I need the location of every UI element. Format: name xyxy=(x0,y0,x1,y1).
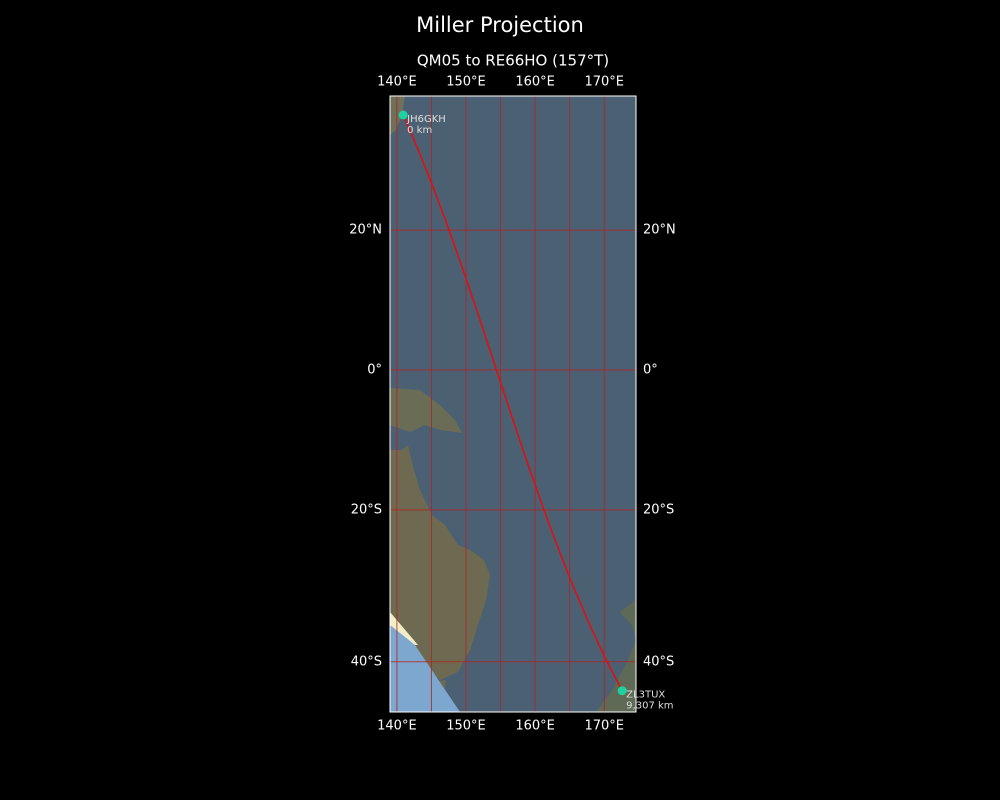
frame xyxy=(389,95,637,713)
distance-label: 9,307 km xyxy=(626,701,673,712)
x-tick-label: 140°E xyxy=(377,719,417,734)
y-tick-label: 20°N xyxy=(643,223,676,238)
y-tick-label: 20°S xyxy=(351,502,382,517)
x-tick-label: 150°E xyxy=(446,75,486,90)
y-tick-label: 0° xyxy=(643,363,658,378)
land-new-zealand xyxy=(596,600,636,712)
land-new-guinea xyxy=(390,388,462,433)
title: Miller Projection xyxy=(416,13,584,37)
station-label: ZL3TUX xyxy=(626,690,665,701)
x-tick-label: 160°E xyxy=(515,75,555,90)
x-tick-label: 170°E xyxy=(584,75,624,90)
basemap xyxy=(390,96,636,712)
land-japan xyxy=(390,96,405,135)
route xyxy=(402,114,623,692)
x-tick-label: 160°E xyxy=(515,719,555,734)
x-tick-label: 150°E xyxy=(446,719,486,734)
land-australia xyxy=(390,445,490,680)
y-tick-label: 20°N xyxy=(349,223,382,238)
x-tick-label: 140°E xyxy=(377,75,417,90)
graticule xyxy=(390,96,636,712)
y-tick-label: 40°S xyxy=(643,654,674,669)
distance-label: 0 km xyxy=(407,125,432,136)
shallow-patch xyxy=(390,625,460,712)
station-point xyxy=(398,110,408,120)
subtitle: QM05 to RE66HO (157°T) xyxy=(417,52,609,70)
x-tick-label: 170°E xyxy=(584,719,624,734)
y-tick-label: 20°S xyxy=(643,502,674,517)
station-label: JH6GKH xyxy=(406,114,446,125)
overlay: 140°E 140°E 150°E 150°E 160°E 160°E 170°E 170°E… xyxy=(349,75,676,734)
y-tick-label: 40°S xyxy=(351,654,382,669)
station-point xyxy=(617,686,627,696)
y-tick-label: 0° xyxy=(367,363,382,378)
